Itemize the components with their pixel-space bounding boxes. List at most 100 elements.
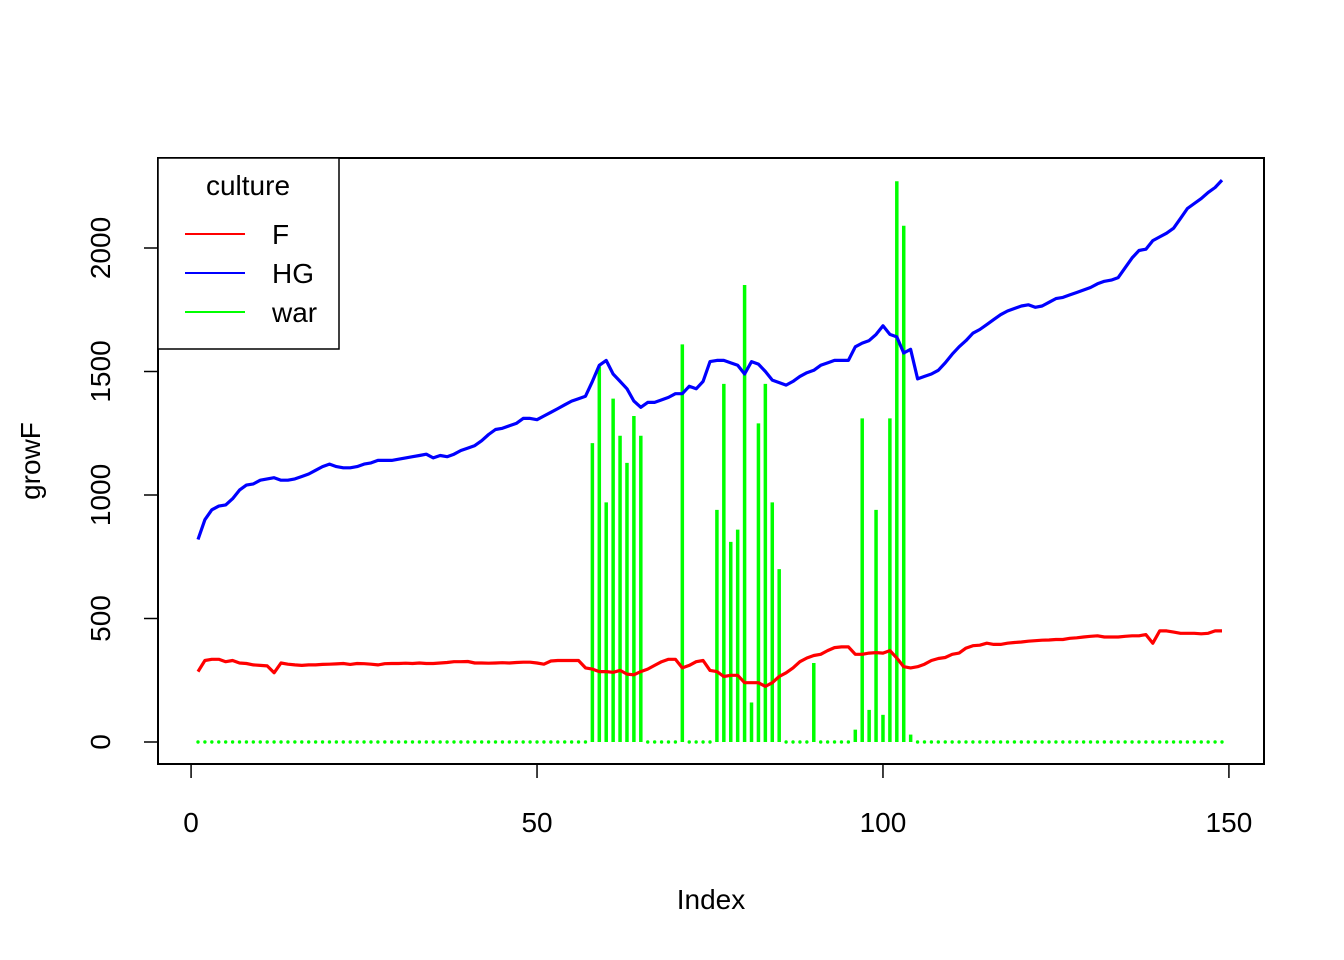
war-zero-point xyxy=(355,740,359,744)
war-zero-point xyxy=(237,740,242,744)
war-zero-point xyxy=(1164,740,1169,744)
legend: culture F HG war xyxy=(157,157,340,350)
war-zero-point xyxy=(424,740,429,744)
war-zero-point xyxy=(1137,740,1141,744)
war-zero-point xyxy=(936,740,941,744)
war-zero-point xyxy=(708,740,712,744)
war-zero-point xyxy=(1206,740,1210,744)
war-zero-point xyxy=(1158,740,1162,744)
x-axis: 0 50 100 150 xyxy=(183,763,1253,838)
x-tick-label: 100 xyxy=(860,807,907,838)
war-zero-point xyxy=(313,740,318,744)
war-zero-point xyxy=(341,740,345,744)
x-tick-label: 0 xyxy=(183,807,199,838)
war-zero-point xyxy=(542,740,546,744)
war-zero-point xyxy=(417,740,422,744)
war-zero-point xyxy=(1151,740,1155,744)
war-zero-point xyxy=(1047,740,1051,744)
war-zero-point xyxy=(265,740,269,744)
legend-entry-hg: HG xyxy=(185,258,314,289)
legend-label-hg: HG xyxy=(272,258,314,289)
war-zero-point xyxy=(258,740,262,744)
war-zero-point xyxy=(964,740,968,744)
war-zero-point xyxy=(1088,740,1093,744)
war-zero-point xyxy=(507,740,512,744)
war-zero-point xyxy=(327,740,332,744)
war-zero-point xyxy=(791,740,795,744)
war-zero-point xyxy=(466,740,470,744)
y-tick-label: 1500 xyxy=(85,340,116,402)
war-zero-point xyxy=(438,740,442,744)
war-zero-point xyxy=(410,740,415,744)
war-zero-point xyxy=(576,740,581,744)
war-zero-point xyxy=(673,740,678,744)
war-zero-point xyxy=(1220,740,1224,744)
series-line-hg xyxy=(196,179,1224,541)
plot-area xyxy=(157,157,1265,765)
y-axis-title: growF xyxy=(15,422,46,500)
war-zero-point xyxy=(950,740,954,744)
war-zero-point xyxy=(452,740,456,744)
war-zero-point xyxy=(694,740,698,744)
y-tick-label: 1000 xyxy=(85,464,116,526)
war-zero-point xyxy=(569,740,574,744)
war-zero-point xyxy=(1054,740,1058,744)
war-zero-point xyxy=(334,740,339,744)
war-zero-point xyxy=(819,740,823,744)
war-zero-point xyxy=(396,740,401,744)
war-zero-point xyxy=(701,740,705,744)
war-zero-point xyxy=(1061,740,1065,744)
war-zero-point xyxy=(1130,740,1134,744)
war-zero-point xyxy=(839,740,844,744)
war-zero-point xyxy=(535,740,539,744)
war-zero-point xyxy=(348,740,352,744)
war-zero-point xyxy=(1040,740,1044,744)
war-zero-point xyxy=(971,740,975,744)
war-zero-point xyxy=(1116,740,1120,744)
war-zero-point xyxy=(1178,740,1183,744)
series-line-f xyxy=(196,629,1222,689)
war-zero-point xyxy=(1192,740,1197,744)
war-zero-point xyxy=(1123,740,1127,744)
war-zero-point xyxy=(922,740,927,744)
war-zero-point xyxy=(223,740,228,744)
legend-entry-war: war xyxy=(185,297,317,328)
war-zero-point xyxy=(1213,740,1217,744)
x-tick-label: 150 xyxy=(1206,807,1253,838)
war-zero-point xyxy=(217,740,221,744)
war-zero-point xyxy=(244,740,249,744)
legend-box xyxy=(157,157,340,350)
legend-entry-f: F xyxy=(185,219,289,250)
war-zero-point xyxy=(1095,740,1100,744)
war-zero-point xyxy=(479,740,484,744)
war-zero-point xyxy=(659,740,664,744)
war-zero-point xyxy=(445,740,449,744)
war-zero-point xyxy=(383,740,387,744)
war-zero-point xyxy=(998,740,1003,744)
war-zero-point xyxy=(473,740,477,744)
war-zero-point xyxy=(915,740,920,744)
war-zero-point xyxy=(403,740,408,744)
series-war-bars xyxy=(196,181,1224,744)
war-zero-point xyxy=(279,740,283,744)
y-tick-label: 0 xyxy=(85,734,116,750)
war-zero-point xyxy=(1033,740,1037,744)
war-zero-point xyxy=(978,740,982,744)
war-zero-point xyxy=(272,740,276,744)
war-zero-point xyxy=(1026,740,1030,744)
war-zero-point xyxy=(646,740,650,744)
war-zero-point xyxy=(687,740,691,744)
war-zero-point xyxy=(1075,740,1079,744)
war-zero-point xyxy=(230,740,235,744)
war-zero-point xyxy=(1019,740,1024,744)
war-zero-point xyxy=(528,740,532,744)
war-zero-point xyxy=(514,740,518,744)
legend-label-war: war xyxy=(271,297,317,328)
war-zero-point xyxy=(486,740,491,744)
war-zero-point xyxy=(459,740,463,744)
war-zero-point xyxy=(666,740,671,744)
war-zero-point xyxy=(493,740,498,744)
war-zero-point xyxy=(1144,740,1148,744)
war-zero-point xyxy=(583,740,588,744)
